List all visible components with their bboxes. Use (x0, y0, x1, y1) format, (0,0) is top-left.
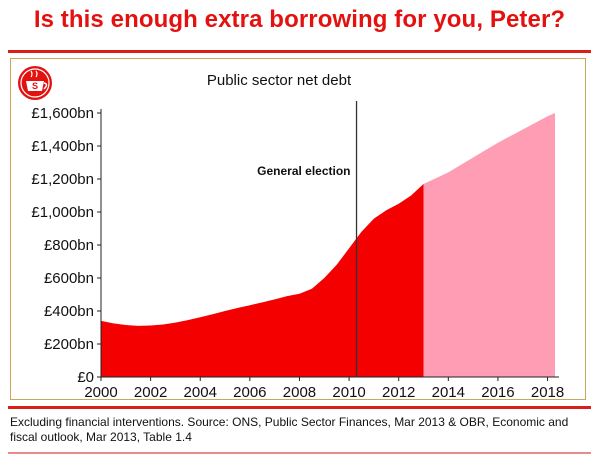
y-tick-label: £1,000bn (31, 204, 94, 221)
x-tick-label: 2002 (134, 384, 167, 399)
x-tick-label: 2006 (233, 384, 266, 399)
tea-cup-logo-icon: S (18, 66, 52, 100)
top-divider (8, 50, 591, 53)
x-tick-label: 2004 (184, 384, 217, 399)
chart-area: S Public sector net debt £0£200bn£400bn£… (18, 66, 564, 399)
bottom-divider (8, 406, 591, 409)
plot-layer: £0 £200bn £400bn £600bn £800bn £1,000bn £1,200… (31, 101, 564, 399)
y-tick-label: £1,200bn (31, 171, 94, 188)
y-tick-label: £800bn (44, 237, 94, 254)
chart-frame: S Public sector net debt £0 £200bn £400bn £… (10, 58, 586, 400)
chart-title: Public sector net debt (207, 72, 352, 89)
logo-letter: S (32, 81, 38, 91)
x-tick-label: 2012 (382, 384, 415, 399)
x-tick-label: 2016 (481, 384, 514, 399)
x-tick-label: 2000 (84, 384, 117, 399)
x-tick-label: 2018 (531, 384, 564, 399)
y-tick-label: £200bn (44, 336, 94, 353)
y-tick-label: £0 (77, 369, 94, 386)
x-tick-label: 2008 (283, 384, 316, 399)
general-election-label: General election (257, 164, 350, 178)
forecast-debt-area (423, 113, 555, 377)
y-tick-label: £1,600bn (31, 105, 94, 122)
final-divider (8, 452, 591, 454)
y-tick-label: £600bn (44, 270, 94, 287)
y-tick-label: £400bn (44, 303, 94, 320)
x-tick-label: 2010 (332, 384, 365, 399)
y-tick-label: £1,400bn (31, 138, 94, 155)
actual-debt-area (101, 184, 424, 377)
source-note: Excluding financial interventions. Sourc… (10, 415, 569, 444)
page-title: Is this enough extra borrowing for you, … (33, 6, 566, 33)
x-tick-label: 2014 (432, 384, 465, 399)
